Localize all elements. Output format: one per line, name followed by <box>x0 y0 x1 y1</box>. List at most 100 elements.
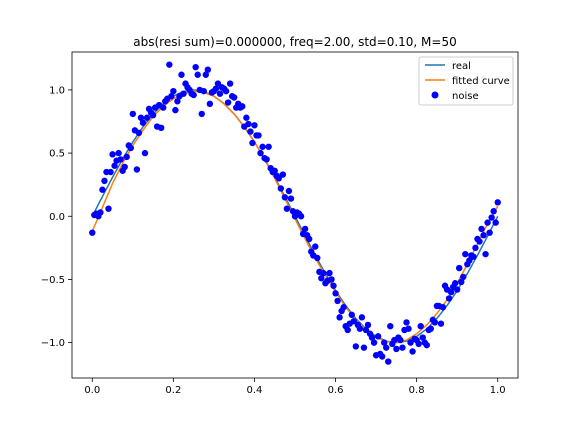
noise-point <box>476 238 483 245</box>
noise-point <box>405 325 412 332</box>
noise-point <box>89 229 96 236</box>
noise-point <box>224 99 232 106</box>
x-tick-label: 1.0 <box>490 385 506 396</box>
noise-point <box>383 344 390 351</box>
noise-point <box>344 326 351 334</box>
noise-point <box>385 358 392 365</box>
noise-point <box>415 340 422 348</box>
noise-point <box>393 345 400 353</box>
noise-point <box>222 87 230 95</box>
noise-point <box>265 143 272 150</box>
noise-point <box>139 119 147 126</box>
noise-point <box>297 213 305 220</box>
x-tick-label: 0.0 <box>84 385 100 396</box>
noise-point <box>285 187 293 195</box>
noise-point <box>127 144 134 152</box>
noise-point <box>387 322 394 330</box>
noise-point <box>439 304 447 311</box>
noise-point <box>368 334 376 341</box>
legend-frame <box>418 56 514 106</box>
noise-point <box>370 339 378 346</box>
noise-point <box>109 151 116 158</box>
noise-point <box>149 111 157 119</box>
noise-point <box>178 71 185 78</box>
noise-point <box>301 225 309 233</box>
x-tick-label: 0.2 <box>165 385 181 396</box>
x-tick-label: 0.6 <box>328 385 344 396</box>
noise-point <box>251 122 258 129</box>
noise-point <box>257 149 264 157</box>
y-tick-label: 0.5 <box>49 149 65 160</box>
noise-point <box>202 71 209 78</box>
noise-point <box>381 339 388 346</box>
noise-point <box>121 163 128 171</box>
legend-label-noise: noise <box>452 91 479 102</box>
noise-point <box>451 280 459 287</box>
noise-point <box>419 334 426 341</box>
noise-point <box>200 87 207 95</box>
noise-point <box>374 333 382 340</box>
noise-point <box>190 91 197 99</box>
noise-point <box>170 87 177 95</box>
plot-frame <box>71 51 519 379</box>
noise-point <box>206 100 214 108</box>
y-tick-label: −0.5 <box>41 275 65 286</box>
noise-point <box>453 286 461 293</box>
noise-point <box>174 98 181 105</box>
noise-point <box>399 344 406 351</box>
x-tick-label: 0.8 <box>409 385 425 396</box>
legend-swatch-noise <box>431 91 439 99</box>
noise-point <box>340 304 347 311</box>
noise-point <box>403 319 410 326</box>
noise-point <box>133 166 141 173</box>
noise-point <box>287 195 295 202</box>
noise-point <box>447 288 455 296</box>
noise-point <box>314 254 321 262</box>
noise-point <box>129 110 137 118</box>
noise-point <box>423 341 430 349</box>
noise-point <box>362 326 370 334</box>
noise-point <box>99 186 106 193</box>
noise-point <box>158 124 165 132</box>
noise-point <box>305 235 313 243</box>
noise-point <box>332 290 339 297</box>
noise-point <box>117 156 124 163</box>
noise-point <box>397 336 404 344</box>
chart-title: abs(resi sum)=0.000000, freq=2.00, std=0… <box>133 35 456 49</box>
noise-point <box>486 229 493 236</box>
noise-point <box>249 139 256 147</box>
noise-point <box>334 297 341 305</box>
noise-point <box>409 348 416 355</box>
noise-point <box>320 269 327 277</box>
noise-point <box>255 132 262 139</box>
noise-point <box>198 110 205 118</box>
noise-point <box>364 321 372 329</box>
noise-point <box>243 114 250 121</box>
y-tick-label: 1.0 <box>49 85 65 96</box>
noise-point <box>352 343 360 350</box>
noise-point <box>312 243 319 250</box>
noise-point <box>263 156 270 163</box>
noise-point <box>123 153 130 161</box>
noise-point <box>143 114 151 121</box>
noise-point <box>336 314 343 321</box>
noise-point <box>466 257 473 264</box>
noise-point <box>137 114 145 121</box>
legend-label-fitted-curve: fitted curve <box>452 76 510 87</box>
noise-point <box>101 177 108 185</box>
noise-point <box>212 85 220 92</box>
noise-point <box>456 264 463 272</box>
legend: real fitted curve noise <box>418 56 514 106</box>
axis-ticks: 0.0 0.2 0.4 0.6 0.8 1.0 −1.0 −0.5 0.0 0.5 1.0 <box>41 85 506 396</box>
noise-point <box>360 344 368 351</box>
noise-point <box>427 325 435 332</box>
noise-point <box>192 63 199 71</box>
noise-point <box>318 274 325 282</box>
noise-point <box>490 208 497 215</box>
noise-point <box>279 171 287 178</box>
noise-point <box>488 214 495 221</box>
noise-point <box>172 106 179 114</box>
noise-point <box>445 295 453 302</box>
noise-point <box>472 244 479 252</box>
